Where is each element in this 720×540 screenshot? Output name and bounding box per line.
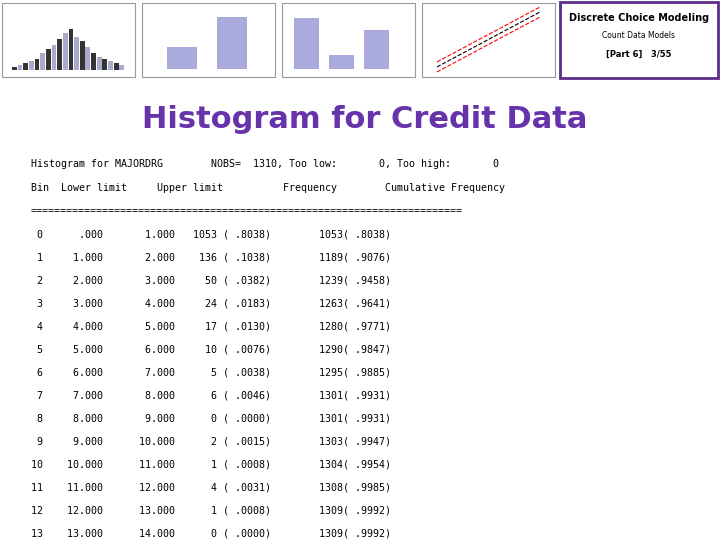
Text: Discrete Choice Modeling: Discrete Choice Modeling xyxy=(569,13,709,23)
Text: Bin  Lower limit     Upper limit          Frequency        Cumulative Frequency: Bin Lower limit Upper limit Frequency Cu… xyxy=(31,183,505,193)
Text: 10    10.000      11.000      1 ( .0008)        1304( .9954): 10 10.000 11.000 1 ( .0008) 1304( .9954) xyxy=(31,460,391,469)
Bar xyxy=(329,55,354,69)
Text: 4     4.000       5.000     17 ( .0130)        1280( .9771): 4 4.000 5.000 17 ( .0130) 1280( .9771) xyxy=(31,322,391,332)
Text: 8     8.000       9.000      0 ( .0000)        1301( .9931): 8 8.000 9.000 0 ( .0000) 1301( .9931) xyxy=(31,414,391,423)
Bar xyxy=(29,62,34,70)
Text: 1     1.000       2.000    136 ( .1038)        1189( .9076): 1 1.000 2.000 136 ( .1038) 1189( .9076) xyxy=(31,253,391,262)
Bar xyxy=(23,63,28,70)
Bar xyxy=(68,29,73,70)
Bar xyxy=(142,3,275,77)
Bar xyxy=(167,48,197,69)
Text: 0      .000       1.000   1053 ( .8038)        1053( .8038): 0 .000 1.000 1053 ( .8038) 1053( .8038) xyxy=(31,230,391,240)
Bar xyxy=(282,3,415,77)
Bar xyxy=(46,49,50,70)
Text: 3     3.000       4.000     24 ( .0183)        1263( .9641): 3 3.000 4.000 24 ( .0183) 1263( .9641) xyxy=(31,299,391,308)
Bar xyxy=(108,62,113,70)
Bar xyxy=(35,59,40,70)
Bar xyxy=(80,41,85,70)
Text: ========================================================================: ========================================… xyxy=(31,206,463,217)
Bar xyxy=(40,53,45,70)
Bar xyxy=(114,63,119,70)
Text: 12    12.000      13.000      1 ( .0008)        1309( .9992): 12 12.000 13.000 1 ( .0008) 1309( .9992) xyxy=(31,505,391,515)
Bar xyxy=(12,68,17,70)
Text: Histogram for Credit Data: Histogram for Credit Data xyxy=(142,105,588,134)
Text: 13    13.000      14.000      0 ( .0000)        1309( .9992): 13 13.000 14.000 0 ( .0000) 1309( .9992) xyxy=(31,528,391,538)
Text: 9     9.000      10.000      2 ( .0015)        1303( .9947): 9 9.000 10.000 2 ( .0015) 1303( .9947) xyxy=(31,436,391,447)
Text: 7     7.000       8.000      6 ( .0046)        1301( .9931): 7 7.000 8.000 6 ( .0046) 1301( .9931) xyxy=(31,390,391,401)
Text: 6     6.000       7.000      5 ( .0038)        1295( .9885): 6 6.000 7.000 5 ( .0038) 1295( .9885) xyxy=(31,368,391,377)
Bar xyxy=(120,65,124,70)
Bar xyxy=(91,53,96,70)
Bar xyxy=(63,33,68,70)
Bar xyxy=(18,65,22,70)
Bar xyxy=(217,17,247,69)
Bar xyxy=(364,30,389,69)
Text: 11    11.000      12.000      4 ( .0031)        1308( .9985): 11 11.000 12.000 4 ( .0031) 1308( .9985) xyxy=(31,482,391,492)
Bar xyxy=(2,3,135,77)
Text: Count Data Models: Count Data Models xyxy=(603,31,675,40)
Text: [Part 6]   3/55: [Part 6] 3/55 xyxy=(606,50,672,58)
Bar xyxy=(422,3,555,77)
Bar xyxy=(294,18,319,69)
Bar xyxy=(102,59,107,70)
Text: Histogram for MAJORDRG        NOBS=  1310, Too low:       0, Too high:       0: Histogram for MAJORDRG NOBS= 1310, Too l… xyxy=(31,159,499,170)
FancyBboxPatch shape xyxy=(560,2,718,78)
Bar xyxy=(57,39,62,70)
Text: 2     2.000       3.000     50 ( .0382)        1239( .9458): 2 2.000 3.000 50 ( .0382) 1239( .9458) xyxy=(31,275,391,286)
Bar xyxy=(96,57,102,70)
Bar xyxy=(52,45,56,70)
Text: 5     5.000       6.000     10 ( .0076)        1290( .9847): 5 5.000 6.000 10 ( .0076) 1290( .9847) xyxy=(31,345,391,355)
Bar xyxy=(74,37,79,70)
Bar xyxy=(86,47,90,70)
